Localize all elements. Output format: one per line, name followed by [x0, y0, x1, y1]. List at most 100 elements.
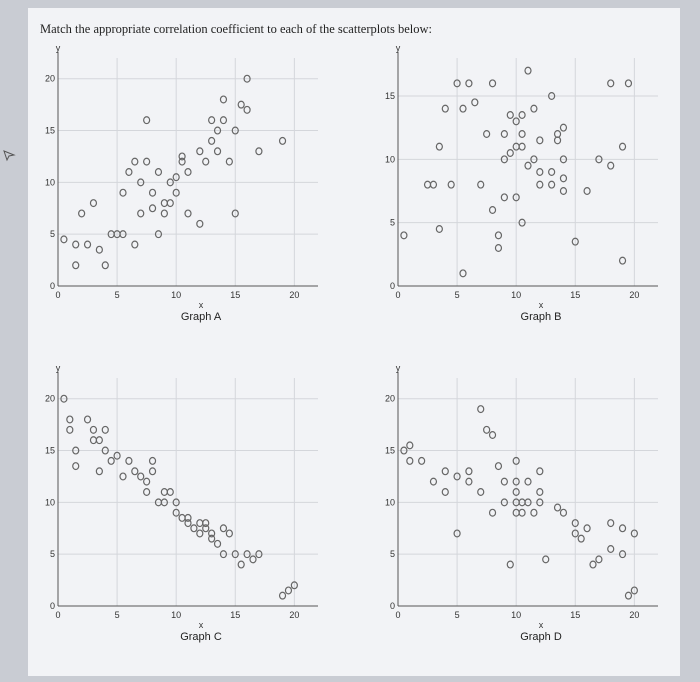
y-tick-label: 20	[45, 74, 55, 84]
question-sheet	[28, 8, 680, 676]
graph-a-panel: 0 5 10 15 20 0 5 10 15 20 y x Graph A	[38, 43, 328, 330]
data-point	[160, 498, 168, 507]
data-point	[225, 529, 233, 538]
data-point	[477, 180, 485, 189]
data-point	[536, 136, 544, 145]
data-point	[172, 188, 180, 197]
data-point	[208, 534, 216, 543]
data-point	[500, 155, 508, 164]
data-point	[512, 487, 520, 496]
data-point	[465, 477, 473, 486]
data-point	[494, 244, 503, 253]
data-point	[148, 456, 157, 465]
x-tick-label: 10	[511, 290, 521, 300]
data-point	[577, 534, 585, 543]
data-point	[143, 116, 151, 125]
data-point	[506, 560, 514, 569]
data-point	[154, 167, 163, 176]
data-point	[131, 467, 139, 476]
data-point	[160, 209, 168, 218]
data-point	[441, 467, 449, 476]
x-tick-label: 15	[230, 610, 240, 620]
x-tick-label: 0	[55, 610, 60, 620]
data-point	[423, 180, 432, 189]
data-point	[435, 142, 443, 151]
data-point	[172, 173, 180, 182]
data-point	[542, 555, 550, 564]
x-tick-label: 15	[230, 290, 240, 300]
data-point	[465, 467, 473, 476]
data-point	[459, 269, 467, 278]
data-point	[583, 187, 591, 196]
x-tick-label: 20	[289, 610, 299, 620]
data-point	[78, 209, 86, 218]
x-tick-label: 10	[171, 290, 181, 300]
data-point	[137, 472, 145, 481]
y-tick-label: 10	[385, 154, 395, 164]
data-point	[243, 550, 251, 559]
data-point	[435, 225, 443, 234]
y-tick-label: 5	[390, 218, 395, 228]
data-point	[148, 204, 157, 213]
x-tick-label: 0	[395, 610, 400, 620]
data-point	[559, 155, 568, 164]
data-point	[208, 529, 216, 538]
data-point	[219, 95, 228, 104]
data-point	[178, 152, 186, 161]
data-point	[618, 524, 627, 533]
data-point	[429, 477, 438, 486]
data-point	[154, 230, 163, 239]
data-point	[60, 394, 68, 403]
data-point	[536, 167, 544, 176]
y-axis-label: y	[56, 43, 61, 53]
y-tick-label: 15	[385, 446, 395, 456]
data-point	[530, 508, 538, 517]
data-point	[512, 456, 520, 465]
data-point	[506, 148, 514, 157]
data-point	[447, 180, 455, 189]
data-point	[60, 235, 68, 244]
data-point	[406, 441, 414, 450]
data-point	[166, 199, 174, 208]
y-tick-label: 0	[50, 281, 55, 291]
y-axis-label: y	[56, 363, 61, 373]
data-point	[219, 550, 228, 559]
data-point	[488, 79, 497, 88]
data-point	[89, 425, 98, 434]
graph-b-panel: 0 5 10 15 0 5 10 15 20 y x Graph B	[378, 43, 668, 330]
data-point	[607, 545, 615, 554]
y-tick-label: 0	[390, 281, 395, 291]
data-point	[494, 462, 503, 471]
data-point	[571, 529, 579, 538]
data-point	[607, 161, 615, 170]
x-tick-label: 15	[570, 610, 580, 620]
data-point	[418, 456, 426, 465]
data-point	[143, 487, 151, 496]
data-point	[184, 209, 192, 218]
y-tick-label: 20	[385, 394, 395, 404]
data-point	[125, 167, 133, 176]
x-tick-label: 5	[115, 610, 120, 620]
data-point	[548, 180, 556, 189]
data-point	[95, 436, 103, 445]
data-point	[429, 180, 438, 189]
data-point	[83, 415, 92, 424]
y-tick-label: 15	[45, 126, 55, 136]
data-point	[202, 157, 210, 166]
y-tick-label: 10	[385, 497, 395, 507]
data-point	[536, 498, 544, 507]
graph-c-panel: 0 5 10 15 20 0 5 10 15 20 y x Graph C	[38, 363, 328, 650]
data-point	[107, 456, 115, 465]
data-point	[243, 105, 251, 114]
data-point	[131, 240, 139, 249]
y-tick-label: 15	[45, 446, 55, 456]
data-point	[160, 487, 168, 496]
data-point	[453, 79, 461, 88]
data-point	[95, 467, 103, 476]
data-point	[618, 256, 627, 265]
data-point	[512, 117, 520, 126]
data-point	[172, 508, 180, 517]
